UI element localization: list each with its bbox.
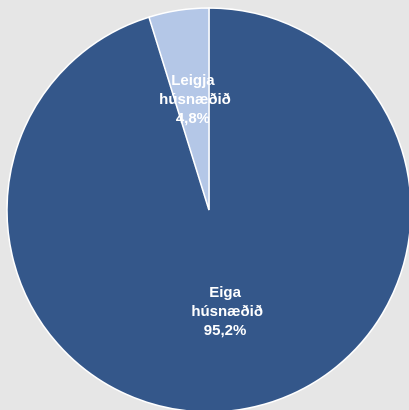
slice-value-label: 95,2% — [204, 322, 247, 339]
slice-label: Leigja húsnæðið — [155, 72, 231, 108]
pie-slice — [148, 7, 210, 211]
slice-label: Eiga húsnæðið — [187, 284, 263, 320]
slice-value-label: 4,8% — [176, 110, 210, 127]
